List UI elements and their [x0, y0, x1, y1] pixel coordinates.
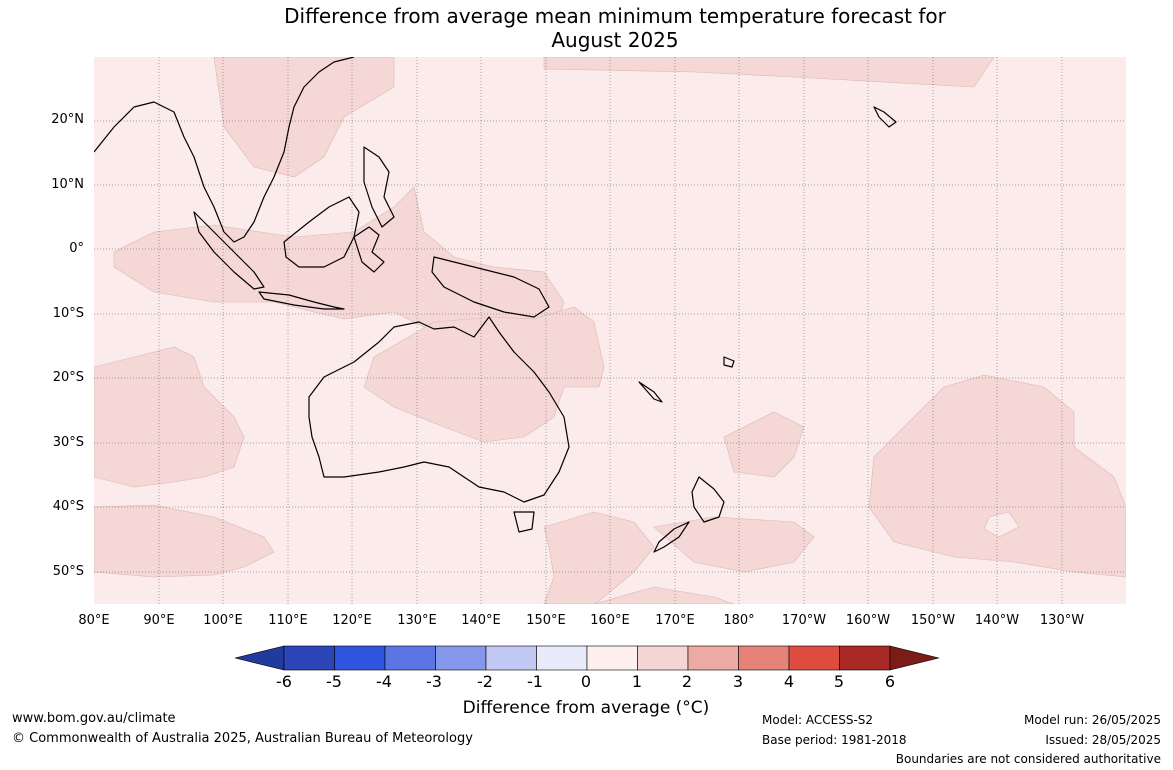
- anomaly-regions: [94, 57, 1126, 604]
- colorbar-label: -4: [376, 672, 392, 691]
- colorbar-segment: [586, 645, 638, 671]
- lon-label-150e: 150°E: [526, 613, 566, 628]
- lat-label-20n: 20°N: [51, 112, 84, 127]
- colorbar-label: 4: [783, 672, 795, 691]
- colorbar-label: -5: [326, 672, 342, 691]
- new-caledonia: [638, 381, 663, 403]
- lon-label-140e: 140°E: [461, 613, 501, 628]
- colorbar-segment: [738, 645, 790, 671]
- lat-label-40s: 40°S: [52, 499, 84, 514]
- tasmania: [513, 511, 535, 533]
- colorbar-extend-low: [234, 645, 285, 671]
- lon-label-180: 180°: [723, 613, 755, 628]
- lat-label-20s: 20°S: [52, 370, 84, 385]
- colorbar-label: 3: [732, 672, 744, 691]
- philippines: [363, 146, 395, 228]
- colorbar: [234, 645, 940, 671]
- anomaly-region-south: [593, 586, 735, 604]
- website-link[interactable]: www.bom.gov.au/climate: [12, 711, 176, 726]
- model-name: Model: ACCESS-S2: [762, 713, 874, 727]
- copyright: © Commonwealth of Australia 2025, Austra…: [12, 731, 473, 746]
- australia: [308, 316, 570, 503]
- colorbar-label: 1: [631, 672, 643, 691]
- title-line-1: Difference from average mean minimum tem…: [284, 4, 946, 28]
- anomaly-region-indian: [94, 346, 245, 488]
- anomaly-region-spac: [868, 374, 1126, 578]
- colorbar-label: -2: [477, 672, 493, 691]
- sulawesi: [353, 226, 385, 273]
- colorbar-segment: [485, 645, 537, 671]
- new-zealand-north: [691, 476, 725, 523]
- colorbar-segment: [435, 645, 487, 671]
- anomaly-region-nz: [653, 516, 815, 573]
- lon-label-140w: 140°W: [974, 613, 1020, 628]
- lat-label-0: 0°: [69, 241, 84, 256]
- new-zealand-south: [653, 521, 690, 553]
- lon-label-80e: 80°E: [78, 613, 110, 628]
- lon-label-130w: 130°W: [1039, 613, 1085, 628]
- anomaly-region-australia: [363, 306, 605, 443]
- colorbar-segment: [788, 645, 840, 671]
- lat-label-50s: 50°S: [52, 564, 84, 579]
- colorbar-extend-high: [889, 645, 940, 671]
- colorbar-segment: [283, 645, 335, 671]
- lon-label-170w: 170°W: [781, 613, 827, 628]
- colorbar-label: -3: [426, 672, 442, 691]
- lon-label-120e: 120°E: [332, 613, 372, 628]
- title-line-2: August 2025: [551, 28, 679, 52]
- warm-spot-hole: [983, 511, 1020, 538]
- lon-label-160e: 160°E: [590, 613, 630, 628]
- forecast-map: [94, 57, 1126, 604]
- graticule: [94, 57, 1126, 604]
- colorbar-label: 2: [681, 672, 693, 691]
- colorbar-label: 6: [884, 672, 896, 691]
- colorbar-title: Difference from average (°C): [462, 698, 710, 718]
- colorbar-segment: [839, 645, 891, 671]
- issued-date: Issued: 28/05/2025: [1045, 733, 1161, 747]
- java: [258, 291, 345, 310]
- lat-label-30s: 30°S: [52, 435, 84, 450]
- lon-label-130e: 130°E: [397, 613, 437, 628]
- coastlines: [94, 57, 897, 553]
- anomaly-region-central-pac: [723, 411, 805, 478]
- hawaii: [873, 106, 897, 128]
- colorbar-label: -1: [527, 672, 543, 691]
- colorbar-segment: [334, 645, 386, 671]
- anomaly-region-tasman: [543, 511, 655, 604]
- anomaly-region-npac: [543, 57, 995, 88]
- colorbar-label: 0: [580, 672, 592, 691]
- colorbar-label: -6: [276, 672, 292, 691]
- chart-title: Difference from average mean minimum tem…: [0, 4, 1173, 52]
- lat-label-10s: 10°S: [52, 306, 84, 321]
- colorbar-label: 5: [833, 672, 845, 691]
- map-svg: [94, 57, 1126, 604]
- lon-label-160w: 160°W: [845, 613, 891, 628]
- colorbar-segment: [536, 645, 588, 671]
- lon-label-170e: 170°E: [655, 613, 695, 628]
- anomaly-region-north: [213, 57, 395, 178]
- sumatra: [193, 211, 265, 290]
- base-period: Base period: 1981-2018: [762, 733, 907, 747]
- lat-label-10n: 10°N: [51, 177, 84, 192]
- lon-label-90e: 90°E: [143, 613, 175, 628]
- anomaly-region-southwest: [94, 504, 275, 578]
- colorbar-segment: [384, 645, 436, 671]
- colorbar-segment: [687, 645, 739, 671]
- lon-label-100e: 100°E: [203, 613, 243, 628]
- disclaimer: Boundaries are not considered authoritat…: [895, 752, 1161, 766]
- lon-label-110e: 110°E: [268, 613, 308, 628]
- model-run: Model run: 26/05/2025: [1023, 713, 1161, 727]
- colorbar-segment: [637, 645, 689, 671]
- lon-label-150w: 150°W: [910, 613, 956, 628]
- asia-coast: [94, 57, 355, 243]
- fiji: [723, 356, 735, 368]
- new-guinea: [431, 256, 550, 318]
